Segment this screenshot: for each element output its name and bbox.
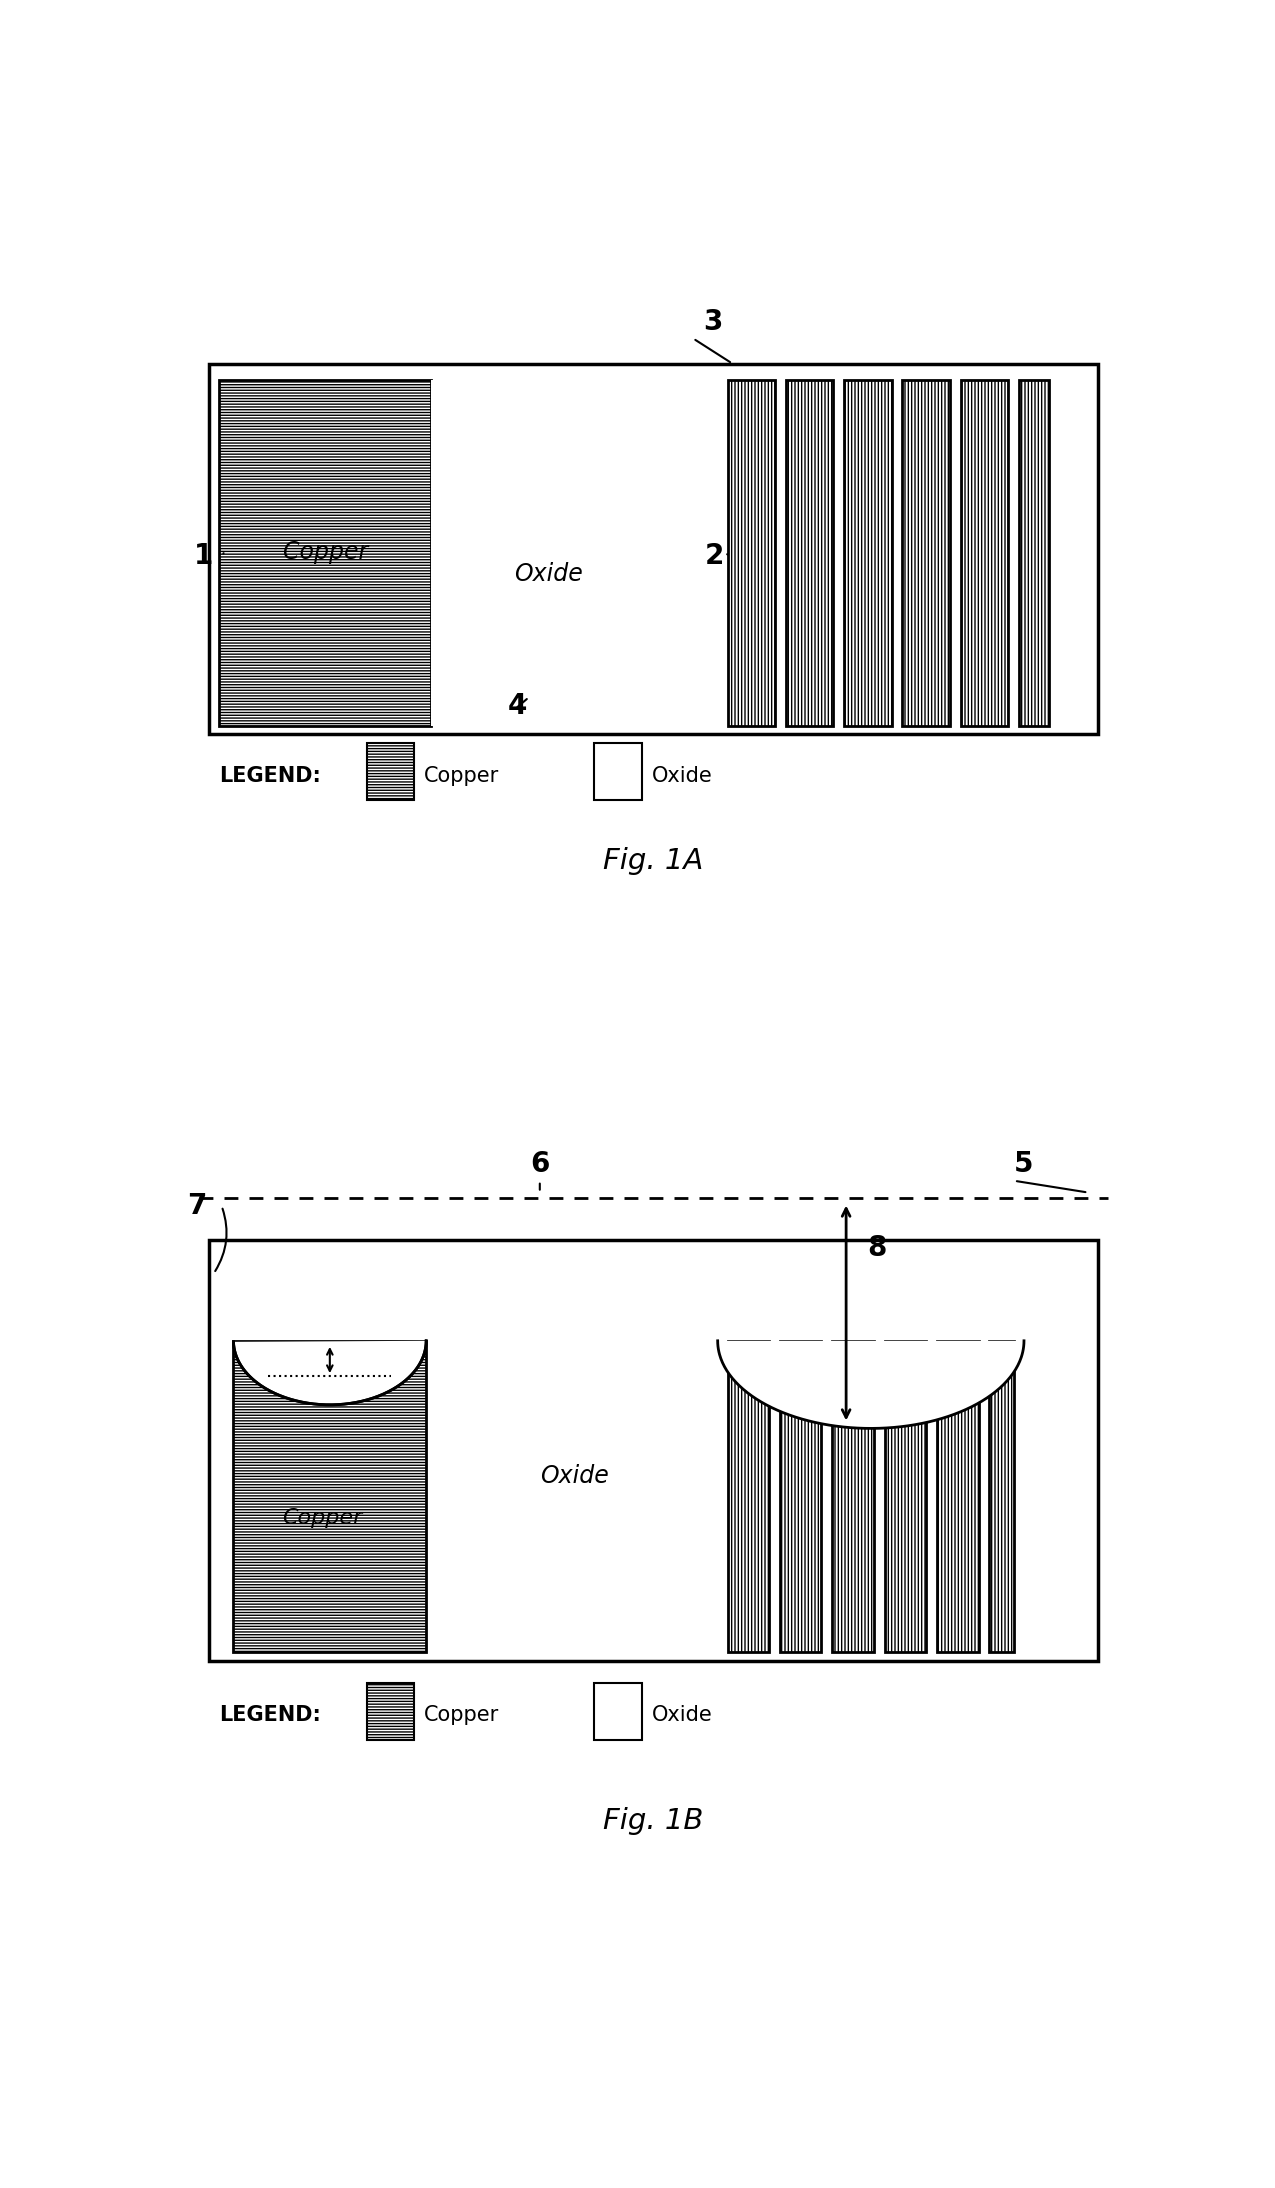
Bar [1019, 381, 1048, 726]
Bar [989, 1341, 1014, 1652]
Bar [728, 1341, 769, 1652]
Text: Copper: Copper [283, 540, 368, 565]
Text: Oxide: Oxide [541, 1464, 608, 1488]
Text: Oxide: Oxide [652, 1704, 713, 1724]
Bar [209, 1241, 1098, 1661]
Polygon shape [718, 1341, 1024, 1429]
Text: 3: 3 [703, 309, 723, 335]
Text: 8: 8 [867, 1234, 886, 1262]
Text: 6: 6 [530, 1151, 550, 1177]
Text: Oxide: Oxide [652, 766, 713, 785]
Bar [728, 381, 775, 726]
Bar [961, 381, 1009, 726]
Text: LEGEND:: LEGEND: [219, 1704, 320, 1724]
Bar [844, 381, 891, 726]
Text: 5: 5 [1014, 1151, 1034, 1177]
Bar [833, 1341, 873, 1652]
Text: Copper: Copper [282, 1508, 362, 1527]
Bar [594, 1683, 641, 1739]
Text: Copper: Copper [425, 766, 500, 785]
Bar [885, 1341, 926, 1652]
Text: 7: 7 [187, 1192, 207, 1221]
Bar [780, 1341, 821, 1652]
Bar [594, 742, 641, 801]
Bar [431, 381, 713, 726]
Polygon shape [233, 1341, 426, 1405]
Bar [367, 1683, 414, 1739]
Bar [367, 742, 414, 801]
Text: Fig. 1B: Fig. 1B [603, 1807, 704, 1836]
Text: Oxide: Oxide [514, 562, 583, 586]
Bar [785, 381, 834, 726]
Text: Copper: Copper [425, 1704, 500, 1724]
Bar [233, 1341, 426, 1652]
Text: 4: 4 [507, 691, 527, 720]
Bar [209, 363, 1098, 735]
Text: LEGEND:: LEGEND: [219, 766, 320, 785]
Bar [937, 1341, 978, 1652]
Text: 2: 2 [705, 543, 724, 569]
Text: Fig. 1A: Fig. 1A [603, 847, 704, 875]
Bar [219, 381, 431, 726]
Text: 1: 1 [194, 543, 213, 569]
Bar [903, 381, 950, 726]
